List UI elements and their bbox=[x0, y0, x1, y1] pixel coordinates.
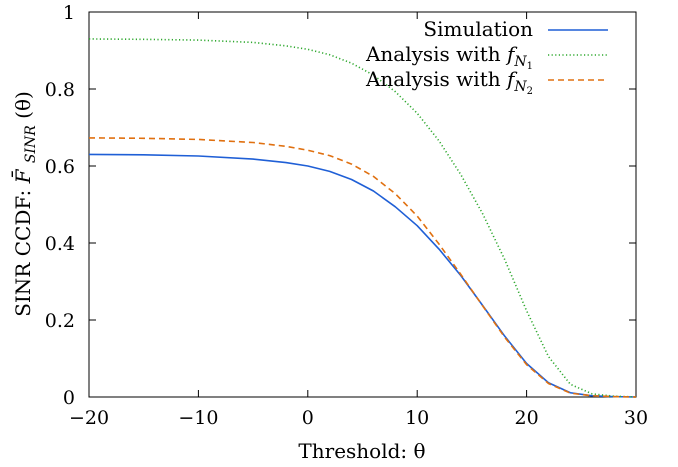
legend-text-main: Analysis with bbox=[365, 67, 507, 91]
x-tick-label: −20 bbox=[69, 407, 109, 429]
series-line-3 bbox=[88, 137, 637, 398]
legend-text-sub: N bbox=[513, 79, 527, 95]
legend-text-main: Analysis with bbox=[365, 42, 507, 66]
y-tick-label: 0.2 bbox=[45, 310, 75, 332]
axis-ticks bbox=[88, 11, 637, 398]
y-axis-label-lead: SINR CCDF: bbox=[11, 183, 35, 316]
series-line-2 bbox=[88, 38, 637, 398]
y-axis-label-tail: (θ) bbox=[11, 91, 35, 119]
plot-frame bbox=[88, 11, 637, 398]
y-tick-label: 0.4 bbox=[45, 233, 75, 255]
y-axis-label: SINR CCDF: F̄ SINR (θ) bbox=[10, 91, 40, 317]
axis-tick-labels: −20 −10 0 10 20 30 0 0.2 0.4 0.6 0.8 1 bbox=[45, 2, 648, 429]
series-lines bbox=[88, 38, 637, 398]
x-tick-label: 20 bbox=[515, 407, 539, 429]
y-tick-label: 0.8 bbox=[45, 79, 75, 101]
y-tick-label: 0.6 bbox=[45, 156, 75, 178]
series-line-1 bbox=[88, 153, 637, 398]
y-axis-label-sub: SINR bbox=[23, 125, 39, 163]
y-axis-label-f: F̄ bbox=[10, 168, 35, 184]
x-axis-label: Threshold: θ bbox=[298, 439, 425, 463]
x-tick-label: 30 bbox=[624, 407, 648, 429]
x-tick-label: 10 bbox=[405, 407, 429, 429]
legend-text-subsub: 1 bbox=[527, 61, 533, 72]
x-tick-label: −10 bbox=[178, 407, 218, 429]
legend-text-sub: N bbox=[513, 54, 527, 70]
legend-text-subsub: 2 bbox=[527, 86, 533, 97]
y-tick-label: 1 bbox=[63, 2, 75, 24]
y-tick-label: 0 bbox=[63, 387, 75, 409]
legend-label-1: Simulation bbox=[423, 17, 533, 41]
x-tick-label: 0 bbox=[302, 407, 314, 429]
legend-label-3: Analysis with fN2 bbox=[365, 67, 533, 97]
